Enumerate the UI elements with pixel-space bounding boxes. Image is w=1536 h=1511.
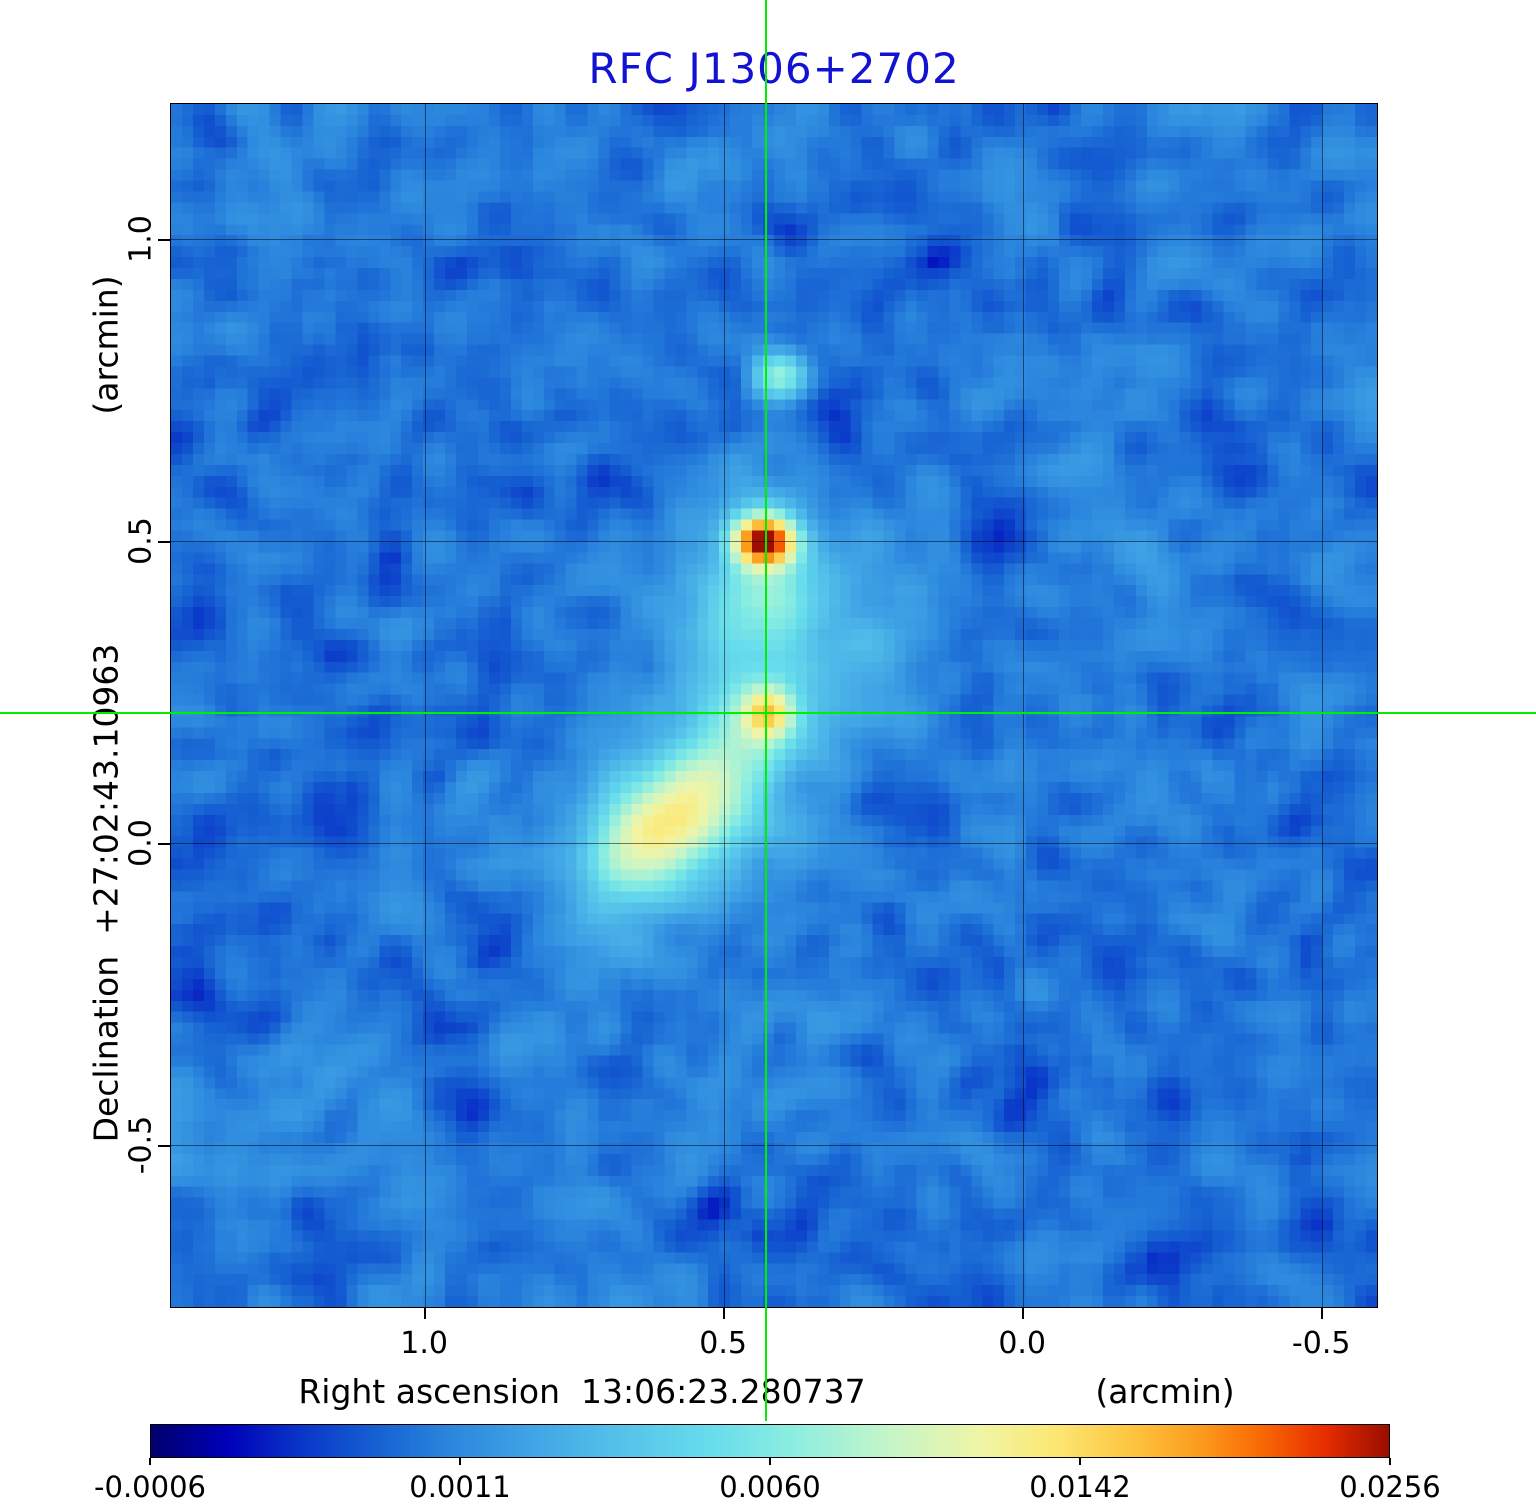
plot-area — [158, 103, 1378, 1319]
colorbar-tick-label: -0.0006 — [94, 1470, 206, 1504]
y-gridline — [171, 1145, 1377, 1147]
y-tick-label: 0.5 — [123, 517, 159, 565]
x-tick-mark — [723, 1307, 726, 1319]
y-tick-mark — [158, 842, 170, 845]
y-gridline — [171, 541, 1377, 543]
colorbar-tick-mark — [769, 1458, 771, 1465]
colorbar-tick-label: 0.0256 — [1339, 1470, 1441, 1504]
crosshair-vertical-line — [765, 0, 768, 1421]
colorbar-tick-mark — [1079, 1458, 1081, 1465]
colorbar-tick-label: 0.0011 — [409, 1470, 511, 1504]
y-tick-label: 1.0 — [123, 215, 159, 263]
y-gridline — [171, 843, 1377, 845]
colorbar-tick-label: 0.0060 — [719, 1470, 821, 1504]
y-tick-mark — [158, 1144, 170, 1147]
colorbar-tick-mark — [459, 1458, 461, 1465]
x-tick-mark — [1321, 1307, 1324, 1319]
x-axis-unit-label: (arcmin) — [1095, 1372, 1235, 1411]
x-gridline — [1321, 104, 1323, 1307]
x-tick-mark — [1022, 1307, 1025, 1319]
x-tick-mark — [424, 1307, 427, 1319]
x-tick-label: 1.0 — [400, 1326, 449, 1361]
y-gridline — [171, 239, 1377, 241]
x-tick-label: 0.0 — [998, 1326, 1047, 1361]
y-tick-label: -0.5 — [123, 1115, 159, 1175]
y-tick-label: 0.0 — [123, 819, 159, 867]
y-axis-unit-label: (arcmin) — [86, 275, 126, 415]
x-tick-label: -0.5 — [1291, 1326, 1351, 1361]
x-axis-label: Right ascension 13:06:23.280737 — [298, 1372, 866, 1411]
y-axis-label: Declination +27:02:43.10963 — [86, 643, 126, 1143]
colorbar-tick-mark — [149, 1458, 151, 1465]
y-tick-mark — [158, 238, 170, 241]
colorbar-tick-label: 0.0142 — [1029, 1470, 1131, 1504]
figure-title: RFC J1306+2702 — [588, 44, 960, 93]
x-gridline — [1022, 104, 1024, 1307]
crosshair-horizontal-line — [0, 712, 1536, 715]
x-gridline — [424, 104, 426, 1307]
y-tick-mark — [158, 540, 170, 543]
colorbar-gradient — [151, 1425, 1389, 1457]
colorbar-tick-mark — [1389, 1458, 1391, 1465]
x-gridline — [723, 104, 725, 1307]
x-tick-label: 0.5 — [699, 1326, 748, 1361]
colorbar — [150, 1424, 1390, 1458]
heatmap-image — [171, 104, 1377, 1307]
